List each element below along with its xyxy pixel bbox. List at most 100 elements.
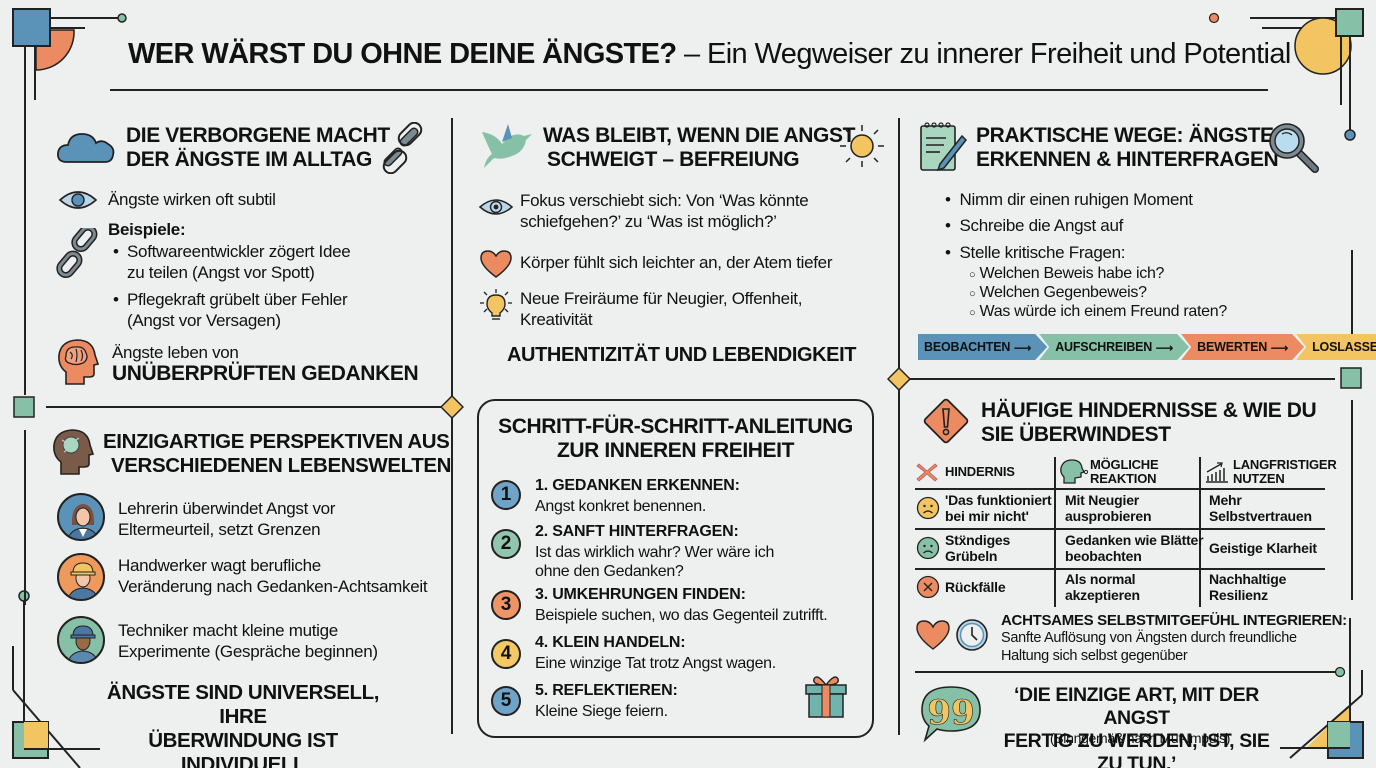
square-connector-icon [1340,367,1362,389]
clock-icon [956,619,988,651]
table-cell-reaction: Mit Neugier ausprobieren [1065,492,1152,524]
table-divider [915,568,1325,570]
table-header: HINDERNIS [945,464,1015,479]
divider-horizontal [915,671,1337,673]
title-underline [110,89,1268,91]
warning-diamond-icon [923,398,969,444]
table-divider [915,488,1325,490]
step-number-badge: 2 [491,529,521,559]
table-header: MÖGLICHE REAKTION [1090,457,1159,486]
magnifier-icon [1269,123,1319,173]
divider-vertical [24,430,26,605]
step-title: 3. UMKEHRUNGEN FINDEN: [535,586,746,603]
brain-head-icon [58,339,100,385]
person-story: Lehrerin überwindet Angst vor Eltermeurt… [118,499,336,539]
lightbulb-icon [480,289,512,320]
table-divider [1054,457,1056,607]
craftsman-avatar [57,553,105,601]
step-number-badge: 1 [491,480,521,510]
table-cell-obstacle: Stẍndiges Grübeln [945,532,1011,564]
section-heading: PRAKTISCHE WEGE: ÄNGSTE ERKENNEN & HINTE… [976,124,1279,171]
section-heading: SCHRITT-FÜR-SCHRITT-ANLEITUNG ZUR INNERE… [498,415,853,462]
table-header: LANGFRISTIGER NUTZEN [1233,457,1337,486]
table-cell-benefit: Geistige Klarheit [1209,540,1317,556]
step-description: Kleine Siege feiern. [535,703,668,720]
x-icon [916,463,938,482]
steps-card: SCHRITT-FÜR-SCHRITT-ANLEITUNG ZUR INNERE… [477,399,874,738]
sun-icon [840,125,884,167]
square-connector-icon [13,396,35,418]
dot-decoration-icon [1334,666,1346,678]
eye-icon [478,199,514,215]
divider-vertical [24,120,26,395]
chain-link-icon [382,122,423,174]
heart-icon [480,250,512,278]
chain-link-icon [56,228,98,278]
table-cell-benefit: Nachhaltige Resilienz [1209,571,1287,603]
subtle-text: Ängste wirken oft subtil [108,190,276,209]
heart-icon [916,620,950,650]
step-number-badge: 3 [491,590,521,620]
list-item: • Softwareentwickler zögert Idee zu teil… [113,242,351,282]
geometric-corner-icon [12,590,100,768]
divider-vertical [1351,400,1353,600]
step-description: Beispiele suchen, wo das Gegenteil zutri… [535,607,828,624]
title-main: WER WÄRST DU OHNE DEINE ÄNGSTE? [128,38,677,70]
step-title: 2. SANFT HINTERFRAGEN: [535,523,739,540]
technician-avatar [57,616,105,664]
quote-attribution: (Sinngemäß nach Mut-Impuls) [1049,730,1231,746]
section-heading: WAS BLEIBT, WENN DIE ANGST SCHWEIGT – BE… [543,124,855,171]
step-description: Eine winzige Tat trotz Angst wagen. [535,655,776,672]
geometric-corner-icon [1280,618,1364,759]
geometric-corner-icon [1250,8,1364,141]
step-description: Angst konkret benennen. [535,498,707,515]
dot-decoration-icon [1208,12,1220,24]
sad-face-green-icon [916,536,940,560]
diamond-connector-icon [440,395,464,419]
step-number-badge: 4 [491,639,521,669]
flow-step-write: AUFSCHREIBEN ⟶ [1039,334,1189,360]
table-cell-reaction: Gedanken wie Blätter beobachten [1065,532,1204,564]
person-story: Techniker macht kleine mutige Experiment… [118,621,378,661]
thoughts-text: Ängste leben von [112,343,239,362]
list-item: • Stelle kritische Fragen: [945,243,1126,262]
sub-list-item: ○ Welchen Beweis habe ich? [969,265,1165,282]
section-heading: HÄUFIGE HINDERNISSE & WIE DU SIE ÜBERWIN… [981,399,1317,446]
divider-vertical [898,390,900,735]
flow-step-evaluate: BEWERTEN ⟶ [1181,334,1304,360]
table-cell-benefit: Mehr Selbstvertrauen [1209,492,1312,524]
title-separator: – [676,38,707,70]
examples-label: Beispiele: [108,220,186,239]
arrow-right-icon: ⟶ [1013,340,1032,355]
diamond-connector-icon [887,367,911,391]
list-item: • Pflegekraft grübelt über Fehler (Angst… [113,290,348,330]
process-flow: BEOBACHTEN ⟶ AUFSCHREIBEN ⟶ BEWERTEN ⟶ L… [918,334,1376,360]
geometric-corner-icon [12,8,127,120]
thinking-head-icon [53,429,95,475]
divider-horizontal [910,378,1335,380]
step-title: 1. GEDANKEN ERKENNEN: [535,477,740,494]
liberation-item: Fokus verschiebt sich: Von ‘Was könnte s… [520,191,809,231]
table-cell-reaction: Als normal akzeptieren [1065,571,1140,603]
divider-vertical [451,118,453,398]
section-heading: EINZIGARTIGE PERSPEKTIVEN AUS VERSCHIEDE… [103,430,452,477]
divider-horizontal [46,406,446,408]
thoughts-emphasis: UNÜBERPRÜFTEN GEDANKEN [112,362,419,385]
section-heading: DIE VERBORGENE MACHT DER ÄNGSTE IM ALLTA… [126,124,390,171]
self-compassion-title: ACHTSAMES SELBSTMITGEFÜHL INTEGRIEREN: [1001,612,1347,629]
cloud-icon [57,133,115,163]
list-item: • Schreibe die Angst auf [945,216,1124,235]
person-story: Handwerker wagt berufliche Veränderung n… [118,556,428,596]
arrow-right-icon: ⟶ [1270,340,1289,355]
table-divider [1199,457,1201,607]
step-title: 4. KLEIN HANDELN: [535,634,686,651]
list-item: • Nimm dir einen ruhigen Moment [945,190,1193,209]
quote-bubble-icon: 99 [921,686,981,743]
dove-icon [482,124,532,168]
gift-icon [805,676,847,718]
perspectives-conclusion: ÄNGSTE SIND UNIVERSELL, IHRE ÜBERWINDUNG… [106,681,380,768]
flow-step-let-go: LOSLASSEN [1296,334,1376,360]
flow-step-observe: BEOBACHTEN ⟶ [918,334,1047,360]
divider-vertical [1351,250,1353,360]
self-compassion-text: Sanfte Auflösung von Ängsten durch freun… [1001,630,1297,664]
